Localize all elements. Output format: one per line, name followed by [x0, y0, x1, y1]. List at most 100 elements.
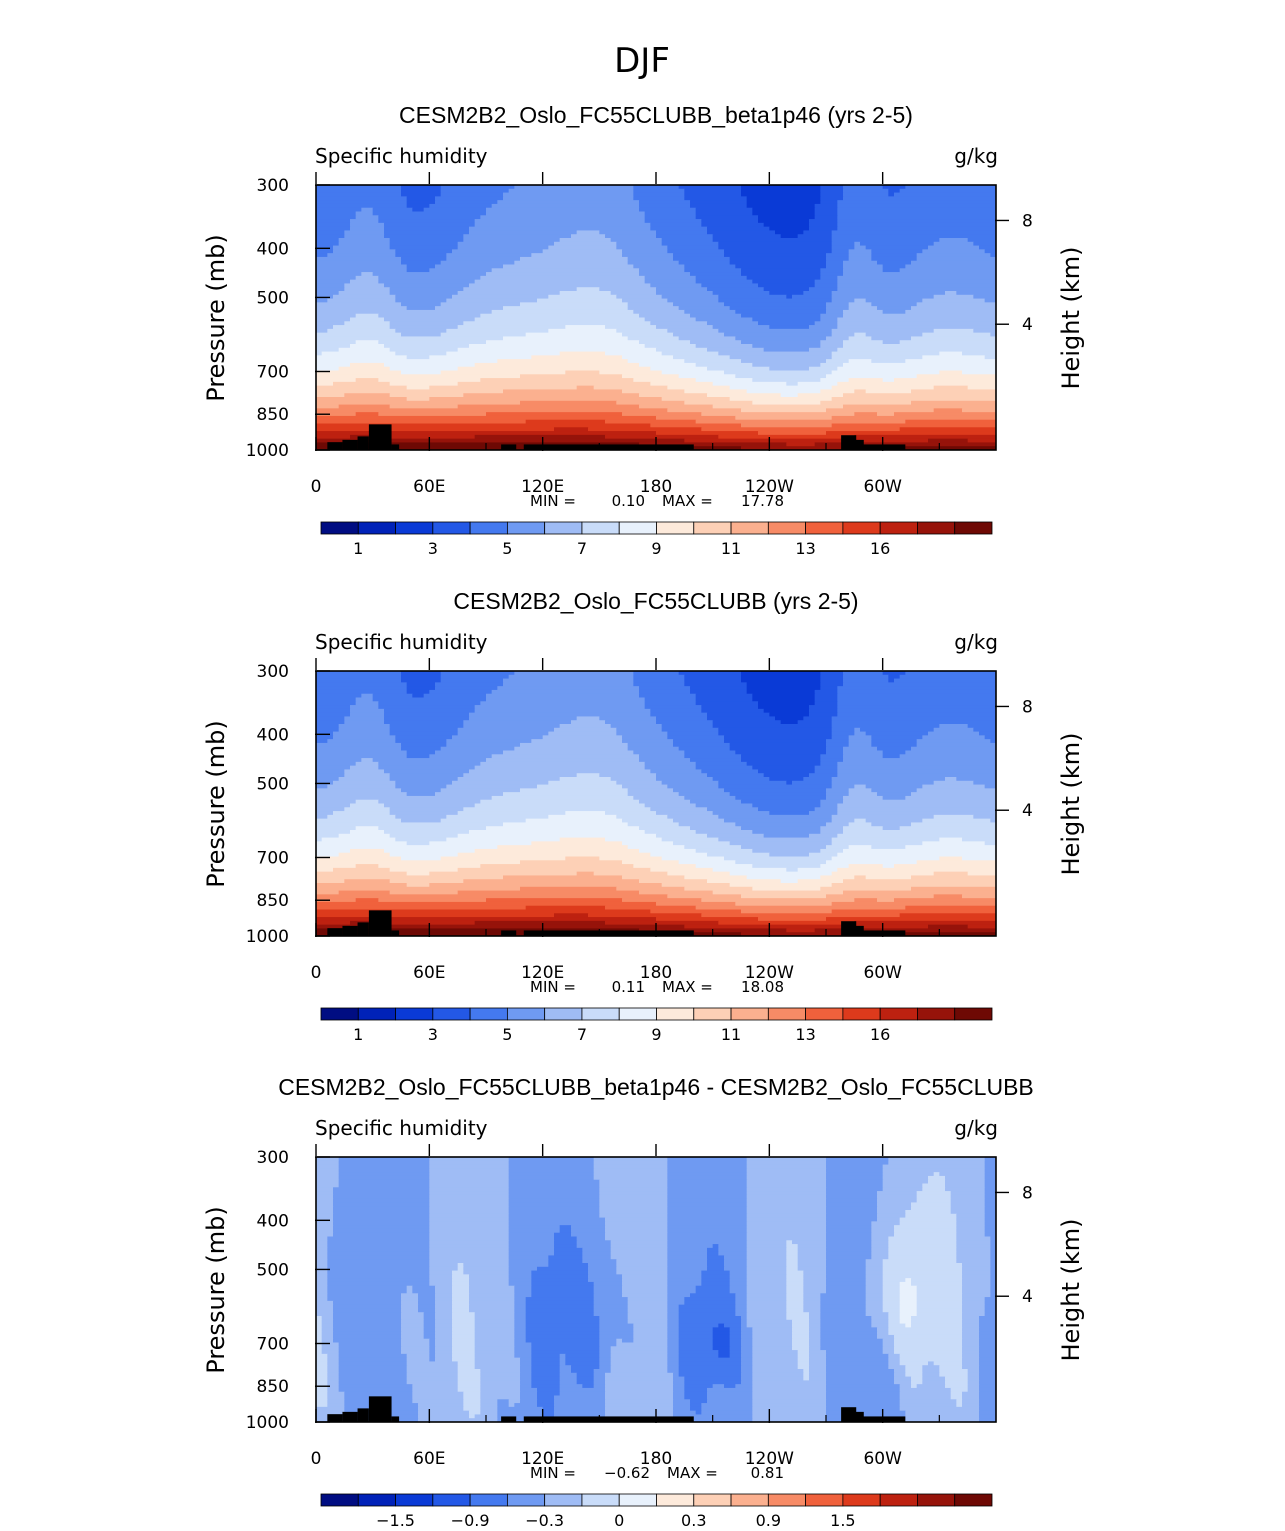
contour-cell	[780, 879, 799, 884]
colorbar-label: 9	[651, 1025, 661, 1044]
contour-cell	[316, 268, 408, 273]
contour-cell	[316, 1206, 334, 1211]
contour-cell	[452, 780, 549, 786]
contour-cell	[622, 1278, 668, 1283]
contour-cell	[735, 1304, 748, 1310]
contour-cell	[792, 1346, 810, 1351]
contour-cell	[316, 833, 340, 839]
contour-cell	[746, 1221, 827, 1226]
contour-cell	[435, 264, 504, 269]
contour-cell	[401, 1342, 430, 1347]
contour-cell	[667, 1259, 708, 1264]
contour-cell	[610, 1244, 668, 1249]
contour-cell	[950, 1395, 963, 1400]
contour-cell	[457, 727, 555, 733]
contour-cell	[673, 1372, 680, 1378]
contour-cell	[922, 784, 986, 789]
x-tick-label: 180	[640, 963, 672, 983]
contour-cell	[316, 404, 340, 409]
contour-cell	[899, 1285, 918, 1291]
contour-cell	[384, 720, 464, 725]
contour-cell	[565, 1353, 600, 1359]
contour-cell	[350, 222, 385, 228]
contour-cell	[316, 856, 402, 861]
contour-cell	[684, 1387, 708, 1393]
contour-cell	[525, 818, 623, 824]
y-tick-label: 850	[257, 405, 289, 425]
contour-cell	[894, 378, 996, 383]
contour-cell	[854, 727, 861, 733]
contour-cell	[401, 746, 442, 752]
contour-cell	[882, 1342, 895, 1347]
y-right-tick-label: 8	[1022, 1183, 1033, 1203]
contour-cell	[962, 1293, 991, 1298]
x-tick-label: 60E	[413, 477, 445, 497]
contour-cell	[678, 1319, 742, 1325]
contour-cell	[809, 1357, 827, 1363]
contour-cell	[797, 1259, 827, 1264]
y-axis-right-label: Height (km)	[1057, 247, 1085, 390]
contour-cell	[962, 1270, 991, 1275]
contour-cell	[899, 1353, 963, 1359]
contour-cell	[588, 1263, 617, 1268]
contour-cell	[605, 1399, 674, 1404]
contour-cell	[899, 1293, 918, 1298]
contour-cell	[933, 780, 974, 786]
colorbar-swatch	[954, 1007, 993, 1021]
contour-cell	[316, 291, 340, 296]
colorbar-label: −1.5	[376, 1511, 415, 1530]
contour-cell	[457, 1372, 481, 1378]
contour-cell	[882, 1293, 901, 1298]
contour-cell	[826, 1225, 872, 1230]
contour-cell	[316, 1232, 334, 1238]
contour-cell	[695, 378, 753, 383]
contour-cell	[593, 1304, 629, 1310]
contour-cell	[741, 1353, 753, 1359]
contour-cell	[650, 769, 702, 774]
contour-cell	[644, 697, 697, 702]
contour-cell	[599, 1194, 668, 1200]
contour-cell	[316, 777, 340, 782]
contour-cell	[814, 765, 838, 771]
contour-cell	[429, 1194, 510, 1200]
contour-cell	[786, 1259, 799, 1264]
contour-cell	[316, 830, 351, 835]
contour-cell	[967, 438, 996, 444]
contour-cell	[395, 739, 447, 744]
contour-cell	[752, 1391, 827, 1397]
contour-cell	[486, 697, 646, 702]
contour-cell	[741, 671, 821, 676]
contour-cell	[327, 1399, 345, 1404]
contour-cell	[316, 871, 408, 877]
contour-cell	[316, 928, 640, 933]
contour-cell	[429, 754, 493, 759]
contour-cell	[429, 1266, 459, 1272]
contour-cell	[474, 279, 646, 285]
contour-cell	[820, 272, 844, 277]
contour-cell	[486, 898, 623, 903]
contour-cell	[350, 830, 385, 835]
contour-cell	[559, 291, 612, 296]
contour-cell	[820, 1297, 867, 1302]
contour-cell	[826, 1221, 872, 1226]
contour-cell	[508, 1157, 595, 1162]
contour-cell	[809, 1331, 821, 1336]
contour-cell	[894, 1228, 957, 1234]
contour-cell	[979, 1399, 996, 1404]
contour-cell	[457, 1376, 481, 1381]
contour-cell	[797, 393, 844, 398]
contour-cell	[406, 355, 430, 360]
contour-cell	[633, 196, 685, 201]
contour-cell	[440, 678, 504, 683]
contour-cell	[729, 1289, 748, 1294]
colorbar-swatch	[320, 1007, 359, 1021]
contour-cell	[667, 1334, 680, 1340]
contour-cell	[916, 1194, 952, 1200]
contour-cell	[344, 393, 391, 398]
colorbar-swatch	[656, 1007, 695, 1021]
contour-cell	[905, 795, 996, 801]
contour-cell	[593, 1285, 623, 1291]
contour-cell	[316, 1157, 340, 1162]
contour-cell	[378, 761, 481, 767]
contour-cell	[514, 1316, 527, 1321]
